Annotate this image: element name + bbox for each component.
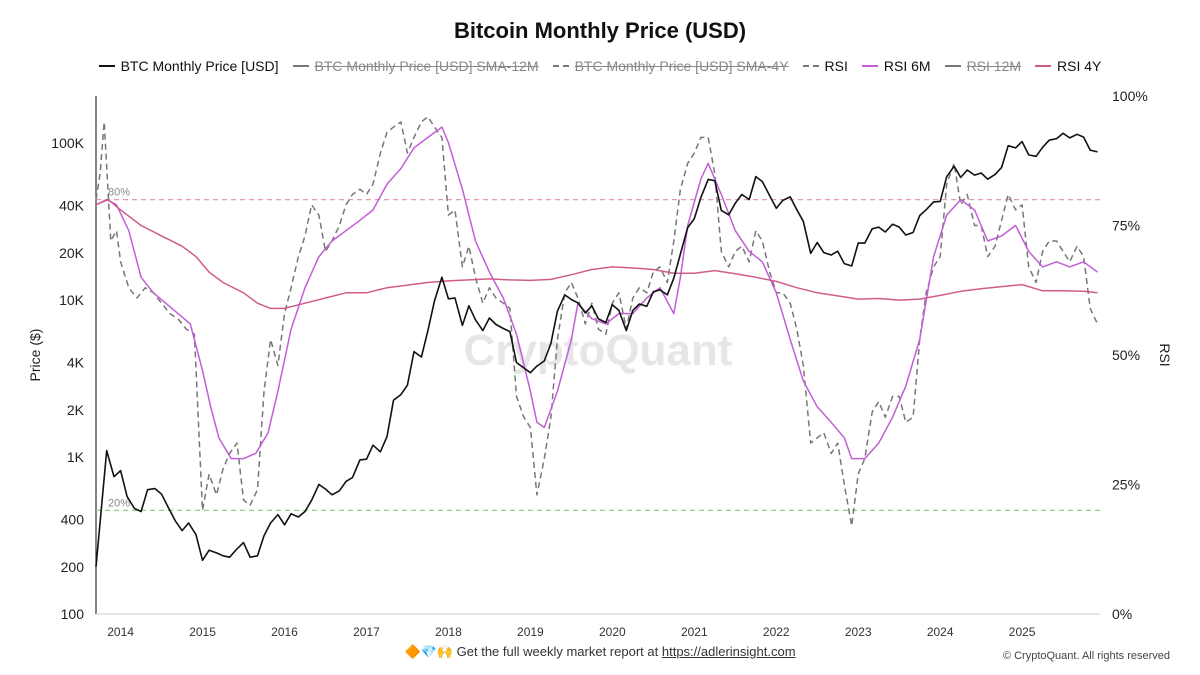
watermark: CryptoQuant: [464, 326, 733, 375]
x-tick-label: 2024: [927, 625, 954, 639]
legend-swatch: [552, 65, 569, 67]
x-tick-label: 2023: [845, 625, 872, 639]
series-line-btc-monthly-price-usd: [95, 132, 1098, 567]
y-tick-label: 100K: [51, 135, 84, 151]
legend-item[interactable]: BTC Monthly Price [USD] SMA-4Y: [552, 58, 789, 74]
copyright-text: © CryptoQuant. All rights reserved: [1002, 650, 1170, 662]
y2-axis-label: RSI: [1157, 343, 1173, 366]
legend-swatch: [944, 65, 961, 67]
chart-title: Bitcoin Monthly Price (USD): [453, 18, 747, 43]
legend-label: RSI 12M: [966, 58, 1022, 74]
y-tick-label: 200: [61, 559, 85, 575]
x-tick-label: 2014: [107, 625, 134, 639]
y2-tick-label: 25%: [1112, 477, 1140, 493]
y-axis-label: Price ($): [27, 329, 43, 382]
legend-label: BTC Monthly Price [USD] SMA-12M: [314, 58, 539, 74]
legend-item[interactable]: RSI 6M: [861, 58, 931, 74]
y2-tick-label: 50%: [1112, 347, 1140, 363]
x-tick-label: 2022: [763, 625, 790, 639]
x-tick-label: 2016: [271, 625, 298, 639]
footer: 🔶💎🙌 Get the full weekly market report at…: [0, 644, 1200, 660]
y-tick-label: 40K: [59, 198, 85, 214]
x-tick-label: 2017: [353, 625, 380, 639]
legend-label: RSI: [824, 58, 848, 74]
reference-line-label: 20%: [108, 497, 130, 509]
footer-text: Get the full weekly market report at: [456, 644, 659, 659]
y-tick-label: 4K: [67, 355, 85, 371]
y2-tick-label: 100%: [1112, 88, 1148, 104]
footer-emoji: 🔶💎🙌: [404, 644, 454, 659]
legend-label: BTC Monthly Price [USD] SMA-4Y: [574, 58, 789, 74]
legend-item[interactable]: RSI: [802, 58, 848, 74]
x-tick-label: 2020: [599, 625, 626, 639]
y-tick-label: 1K: [67, 449, 85, 465]
legend-item[interactable]: BTC Monthly Price [USD]: [98, 58, 279, 74]
y-tick-label: 10K: [59, 292, 85, 308]
chart-legend: BTC Monthly Price [USD] BTC Monthly Price…: [0, 58, 1200, 74]
legend-swatch: [802, 65, 819, 67]
y-tick-label: 20K: [59, 245, 85, 261]
legend-swatch: [292, 65, 309, 67]
series-line-rsi-4y: [95, 198, 1098, 310]
reference-line-label: 80%: [108, 187, 130, 199]
legend-item[interactable]: RSI 12M: [944, 58, 1022, 74]
legend-item[interactable]: RSI 4Y: [1035, 58, 1101, 74]
legend-item[interactable]: BTC Monthly Price [USD] SMA-12M: [292, 58, 539, 74]
legend-swatch: [1035, 65, 1052, 67]
legend-swatch: [861, 65, 878, 67]
x-tick-label: 2018: [435, 625, 462, 639]
y-tick-label: 2K: [67, 402, 85, 418]
x-tick-label: 2021: [681, 625, 708, 639]
x-tick-label: 2025: [1009, 625, 1036, 639]
legend-label: BTC Monthly Price [USD]: [120, 58, 279, 74]
y2-tick-label: 75%: [1112, 218, 1140, 234]
legend-label: RSI 6M: [883, 58, 931, 74]
legend-swatch: [98, 65, 115, 67]
y2-tick-label: 0%: [1112, 606, 1132, 622]
legend-label: RSI 4Y: [1057, 58, 1102, 74]
x-tick-label: 2015: [189, 625, 216, 639]
x-tick-label: 2019: [517, 625, 544, 639]
y-tick-label: 100: [61, 606, 85, 622]
y-tick-label: 400: [61, 512, 85, 528]
footer-link[interactable]: https://adlerinsight.com: [661, 644, 796, 659]
